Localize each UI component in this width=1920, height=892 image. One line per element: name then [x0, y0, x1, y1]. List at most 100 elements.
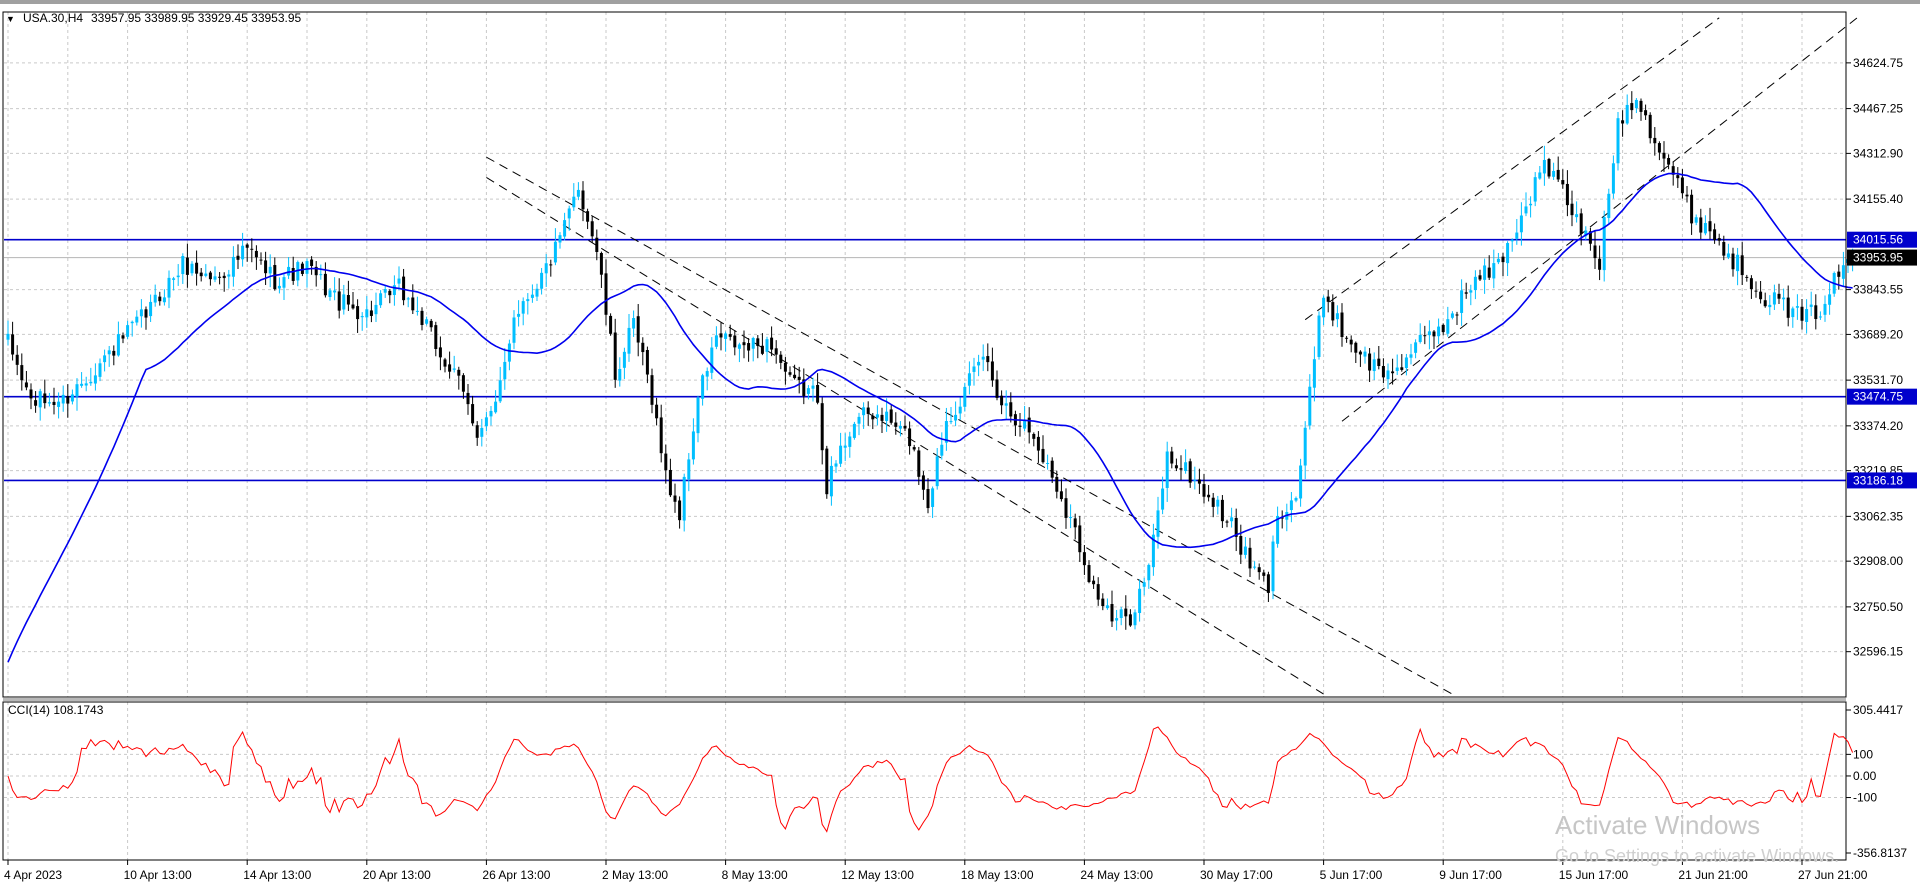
candle-body	[213, 276, 217, 280]
candle-body	[365, 309, 369, 318]
candle-body	[747, 343, 751, 351]
candle-body	[1078, 525, 1082, 553]
candle-body	[1469, 290, 1473, 293]
price-tick-label: 34312.90	[1853, 146, 1903, 160]
candle-body	[1515, 232, 1519, 239]
candle-body	[70, 394, 74, 402]
candle-body	[130, 321, 134, 324]
candle-body	[903, 425, 907, 429]
candle-body	[1713, 229, 1717, 241]
candle-body	[241, 245, 245, 260]
candle-body	[1179, 468, 1183, 470]
candle-body	[1317, 315, 1321, 357]
candle-body	[1004, 403, 1008, 406]
candle-body	[553, 241, 557, 263]
candle-body	[912, 447, 916, 450]
candle-body	[434, 325, 438, 350]
candle-body	[1124, 608, 1128, 617]
price-tick-label: 34467.25	[1853, 102, 1903, 116]
candle-body	[342, 294, 346, 310]
candle-body	[1211, 497, 1215, 507]
candle-body	[1101, 598, 1105, 607]
candle-body	[406, 298, 410, 300]
candle-body	[296, 262, 300, 281]
candle-body	[986, 356, 990, 363]
candle-body	[691, 431, 695, 460]
candle-body	[448, 364, 452, 372]
candle-body	[356, 306, 360, 320]
candle-body	[1391, 371, 1395, 374]
candle-body	[84, 383, 88, 386]
candle-body	[392, 285, 396, 296]
candle-body	[1708, 221, 1712, 232]
candle-body	[415, 310, 419, 312]
candle-body	[811, 385, 815, 389]
candle-body	[1326, 296, 1330, 302]
candle-body	[337, 291, 341, 311]
candle-body	[549, 264, 553, 266]
candle-body	[931, 488, 935, 507]
candle-body	[1607, 193, 1611, 218]
candle-body	[848, 436, 852, 447]
watermark-subtitle: Go to Settings to activate Windows.	[1555, 846, 1839, 866]
candle-body	[397, 278, 401, 284]
candle-body	[1409, 354, 1413, 358]
candle-body	[521, 301, 525, 314]
candle-body	[1041, 448, 1045, 463]
cci-panel-frame	[2, 701, 1847, 861]
candle-body	[1087, 565, 1091, 583]
candle-body	[1552, 170, 1556, 177]
candle-body	[604, 273, 608, 315]
trendlines[interactable]	[486, 17, 1858, 695]
candle-body	[1064, 498, 1068, 518]
candle-body	[682, 476, 686, 521]
candle-body	[1018, 425, 1022, 427]
candle-body	[1690, 194, 1694, 224]
candle-body	[857, 416, 861, 424]
candle-body	[1644, 110, 1648, 116]
candle-body	[1529, 203, 1533, 206]
candle-body	[1335, 313, 1339, 320]
candle-body	[1386, 370, 1390, 380]
cci-tick-label: 100	[1853, 747, 1873, 761]
ohlc-values: 33957.95 33989.95 33929.45 33953.95	[91, 11, 302, 25]
level-labels: 34015.56 33474.75 33186.18 33953.95	[1847, 231, 1917, 489]
time-tick-label: 26 Apr 13:00	[482, 868, 550, 882]
candle-body	[1027, 417, 1031, 433]
candle-body	[1772, 292, 1776, 305]
candle-body	[1487, 267, 1491, 278]
candle-body	[314, 266, 318, 276]
time-tick-label: 10 Apr 13:00	[124, 868, 192, 882]
candle-body	[185, 257, 189, 275]
candle-body	[632, 318, 636, 329]
candle-body	[1243, 546, 1247, 555]
candle-body	[563, 220, 567, 237]
chart-menu-icon[interactable]: ▼	[6, 14, 15, 24]
price-tick-label: 34155.40	[1853, 192, 1903, 206]
candle-body	[1492, 263, 1496, 279]
price-tick-label: 32750.50	[1853, 600, 1903, 614]
candle-body	[1092, 580, 1096, 585]
time-tick-label: 2 May 13:00	[602, 868, 668, 882]
candle-body	[452, 368, 456, 370]
candle-body	[1156, 510, 1160, 537]
candle-body	[1110, 604, 1114, 622]
candle-body	[940, 444, 944, 456]
candle-body	[379, 293, 383, 306]
candle-body	[1634, 99, 1638, 109]
horizontal-levels[interactable]	[4, 238, 1846, 482]
candle-body	[958, 406, 962, 414]
trendline	[1341, 17, 1858, 422]
candle-body	[1069, 517, 1073, 519]
candle-body	[512, 317, 516, 343]
time-tick-label: 30 May 17:00	[1200, 868, 1273, 882]
candle-body	[457, 369, 461, 376]
candle-body	[1818, 316, 1822, 318]
candle-body	[760, 345, 764, 354]
candle-body	[1593, 245, 1597, 259]
candle-body	[1225, 521, 1229, 523]
candle-body	[1496, 258, 1500, 263]
candle-body	[1059, 491, 1063, 500]
